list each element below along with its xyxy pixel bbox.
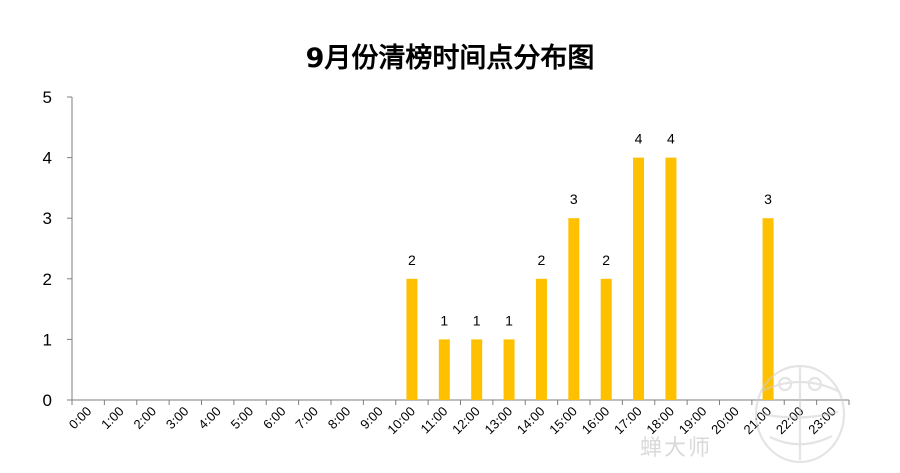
data-label: 4 (667, 131, 675, 147)
x-tick-label: 10:00 (384, 404, 418, 438)
bar-13:00 (503, 339, 515, 400)
bar-18:00 (665, 157, 677, 400)
y-tick-label: 5 (43, 88, 52, 107)
y-tick-label: 2 (43, 270, 52, 289)
x-tick-label: 15:00 (546, 404, 580, 438)
cicada-logo-icon (754, 364, 846, 464)
x-tick-label: 1:00 (98, 404, 127, 433)
x-tick-label: 11:00 (417, 404, 450, 437)
x-tick-label: 7:00 (292, 404, 321, 433)
x-tick-label: 14:00 (514, 404, 548, 438)
x-tick-label: 0:00 (66, 404, 95, 433)
x-tick-label: 5:00 (228, 404, 257, 433)
bar-12:00 (471, 339, 483, 400)
bar-16:00 (600, 278, 612, 400)
data-label: 2 (538, 252, 546, 268)
x-axis: 0:00 1:00 2:00 3:00 4:00 5:00 6:00 7:00 8:00 9:00… (66, 399, 850, 438)
data-labels: 2 1 1 1 2 3 2 4 4 3 (408, 131, 772, 329)
y-axis: 0 1 2 3 4 5 (43, 88, 73, 410)
bar-10:00 (406, 278, 418, 400)
data-label: 2 (408, 252, 416, 268)
data-label: 1 (440, 312, 448, 328)
bar-series (406, 157, 774, 400)
bar-15:00 (568, 218, 580, 400)
x-tick-label: 16:00 (579, 404, 613, 438)
data-label: 3 (764, 191, 772, 207)
watermark-text: 蝉大师 (640, 436, 713, 461)
y-tick-label: 0 (43, 391, 52, 410)
data-label: 3 (570, 191, 578, 207)
y-tick-label: 1 (43, 330, 52, 349)
data-label: 1 (505, 312, 513, 328)
bar-21:00 (762, 218, 774, 400)
bar-14:00 (535, 278, 547, 400)
x-tick-label: 4:00 (195, 404, 224, 433)
data-label: 4 (635, 131, 643, 147)
x-tick-label: 2:00 (131, 404, 160, 433)
y-tick-label: 4 (43, 149, 52, 168)
data-label: 2 (602, 252, 610, 268)
x-tick-label: 6:00 (260, 404, 289, 433)
x-tick-label: 3:00 (163, 404, 192, 433)
x-tick-label: 13:00 (482, 404, 516, 438)
data-label: 1 (473, 312, 481, 328)
bar-11:00 (438, 339, 450, 400)
x-tick-label: 9:00 (357, 404, 386, 433)
y-tick-label: 3 (43, 209, 52, 228)
bar-17:00 (633, 157, 645, 400)
x-tick-label: 12:00 (449, 404, 483, 438)
x-tick-label: 20:00 (708, 404, 742, 438)
x-tick-label: 8:00 (325, 404, 354, 433)
chart-title: 9月份清榜时间点分布图 (305, 43, 595, 74)
